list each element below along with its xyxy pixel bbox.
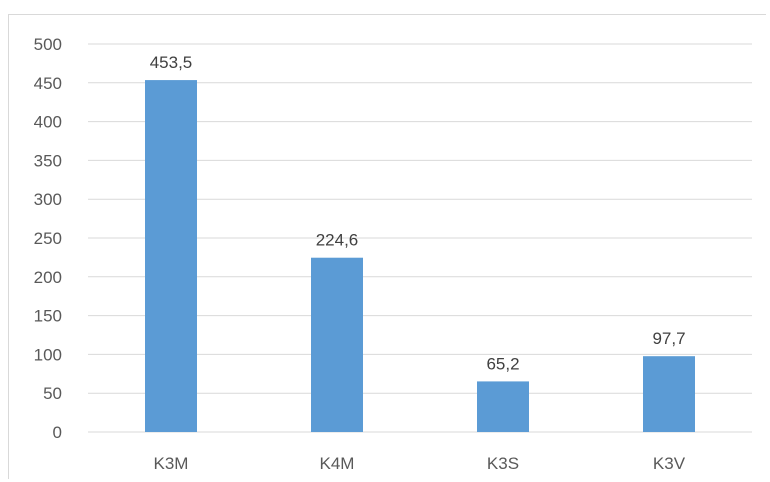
bars — [145, 80, 695, 433]
y-tick-label: 300 — [34, 190, 62, 209]
y-tick-label: 0 — [53, 423, 62, 442]
x-tick-label-k3m: K3M — [154, 454, 189, 473]
data-label-k3s: 65,2 — [486, 354, 519, 373]
data-label-k4m: 224,6 — [316, 231, 359, 250]
y-tick-label: 200 — [34, 268, 62, 287]
y-tick-label: 250 — [34, 229, 62, 248]
y-tick-label: 400 — [34, 113, 62, 132]
y-tick-label: 350 — [34, 151, 62, 170]
bar-k4m — [311, 257, 363, 432]
y-tick-label: 100 — [34, 345, 62, 364]
data-label-k3m: 453,5 — [150, 53, 193, 72]
chart-frame — [8, 14, 766, 479]
bar-k3v — [643, 356, 695, 432]
y-tick-label: 50 — [43, 384, 62, 403]
data-labels: 453,5 224,6 65,2 97,7 — [150, 53, 686, 373]
x-axis-tick-labels: K3M K4M K3S K3V — [154, 454, 686, 473]
gridlines — [88, 43, 752, 433]
y-tick-label: 450 — [34, 74, 62, 93]
bar-k3m — [145, 80, 197, 433]
x-tick-label-k3v: K3V — [653, 454, 686, 473]
x-tick-label-k3s: K3S — [487, 454, 519, 473]
data-label-k3v: 97,7 — [652, 329, 685, 348]
y-tick-label: 150 — [34, 307, 62, 326]
bar-k3s — [477, 381, 529, 432]
y-axis-tick-labels: 0 50 100 150 200 250 300 350 400 450 500 — [34, 35, 62, 442]
x-tick-label-k4m: K4M — [320, 454, 355, 473]
y-tick-label: 500 — [34, 35, 62, 54]
